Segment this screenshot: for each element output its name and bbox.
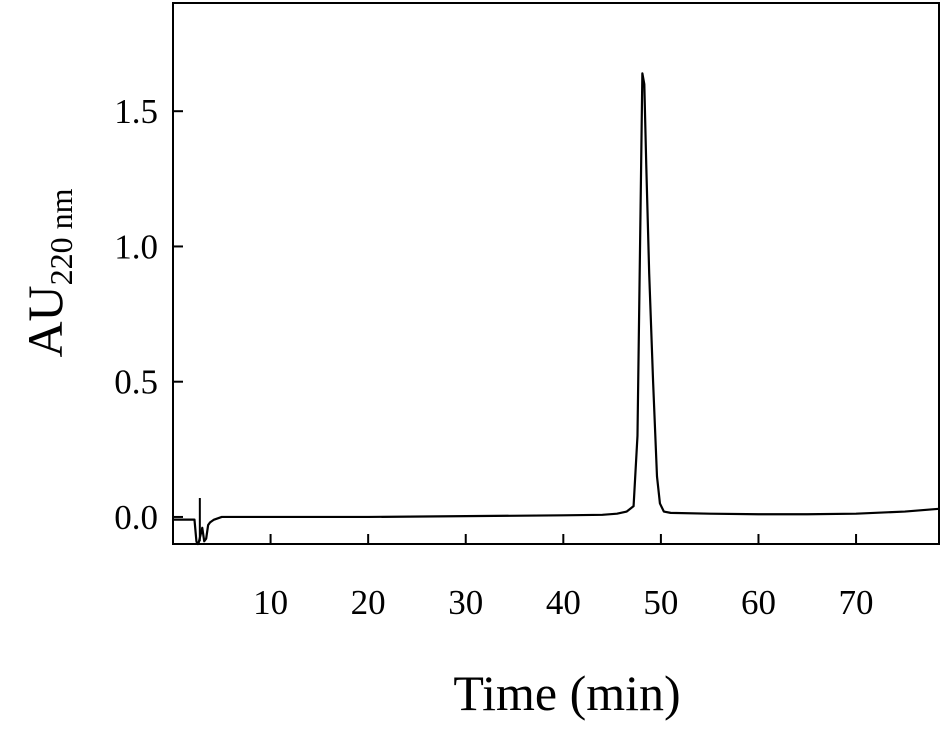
y-tick-label-3: 1.5: [114, 92, 158, 131]
plot-frame: [172, 2, 940, 545]
y-axis-title: AU220 nm: [17, 188, 79, 357]
x-axis-title: Time (min): [453, 665, 680, 721]
y-axis-title-subscript: 220 nm: [43, 188, 79, 285]
y-axis-title-main: AU: [17, 285, 73, 357]
y-tick-label-0: 0.0: [114, 498, 158, 537]
x-tick-label-1: 20: [351, 583, 386, 622]
y-axis-tick-labels: 0.0 0.5 1.0 1.5: [114, 92, 158, 537]
y-tick-label-2: 1.0: [114, 227, 158, 266]
x-tick-label-0: 10: [253, 583, 288, 622]
series-line: [173, 72, 940, 546]
x-axis-tick-labels: 10 20 30 40 50 60 70: [253, 583, 873, 622]
y-tick-label-1: 0.5: [114, 363, 158, 402]
x-tick-label-3: 40: [546, 583, 581, 622]
y-axis-ticks: [173, 110, 183, 518]
x-tick-label-6: 70: [839, 583, 874, 622]
x-axis-ticks: [269, 534, 858, 544]
x-tick-label-2: 30: [448, 583, 483, 622]
x-tick-label-4: 50: [643, 583, 678, 622]
x-tick-label-5: 60: [741, 583, 776, 622]
